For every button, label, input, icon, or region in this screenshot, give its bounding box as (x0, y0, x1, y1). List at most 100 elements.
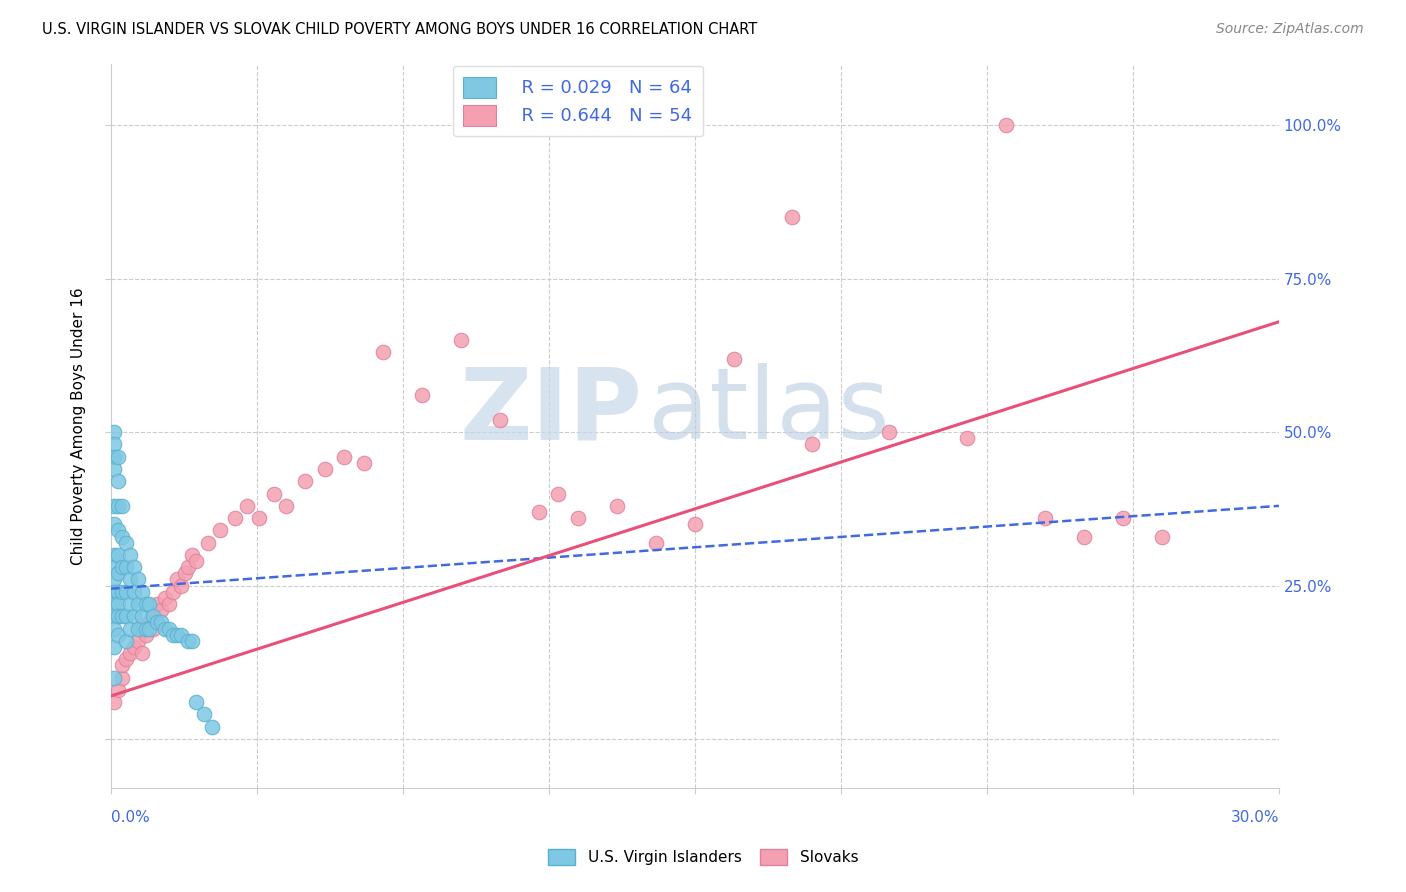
Point (107, 597, 129, 611)
Point (177, 633, 200, 648)
Point (274, 499, 297, 513)
Point (489, 413, 512, 427)
Point (107, 609, 129, 624)
Point (115, 633, 138, 648)
Point (236, 499, 259, 513)
Point (166, 573, 188, 587)
Point (115, 652, 138, 666)
Point (111, 658, 134, 673)
Point (115, 560, 138, 574)
Point (157, 622, 180, 636)
Point (127, 633, 149, 648)
Point (1073, 529, 1095, 543)
Point (181, 633, 204, 648)
Point (103, 640, 125, 654)
Point (527, 505, 550, 519)
Point (115, 609, 138, 624)
Point (111, 584, 134, 599)
Point (1112, 511, 1135, 525)
Point (127, 573, 149, 587)
Point (103, 695, 125, 709)
Point (103, 671, 125, 685)
Point (103, 462, 125, 476)
Point (111, 560, 134, 574)
Point (131, 622, 153, 636)
Point (186, 554, 208, 568)
Point (103, 560, 125, 574)
Y-axis label: Child Poverty Among Boys Under 16: Child Poverty Among Boys Under 16 (72, 287, 86, 565)
Point (162, 628, 184, 642)
Point (135, 622, 157, 636)
Point (107, 628, 129, 642)
Point (247, 511, 270, 525)
Point (111, 671, 134, 685)
Point (1152, 529, 1174, 543)
Point (142, 609, 165, 624)
Point (135, 597, 157, 611)
Point (153, 591, 176, 605)
Point (780, 211, 803, 225)
Point (314, 462, 336, 476)
Point (193, 707, 215, 722)
Point (201, 720, 224, 734)
Point (547, 486, 569, 500)
Point (118, 573, 141, 587)
Point (353, 456, 375, 470)
Point (150, 603, 173, 617)
Text: 30.0%: 30.0% (1230, 810, 1279, 824)
Point (107, 475, 129, 489)
Point (118, 597, 141, 611)
Point (111, 609, 134, 624)
Point (115, 584, 138, 599)
Point (107, 548, 129, 562)
Point (169, 628, 191, 642)
Legend: U.S. Virgin Islanders, Slovaks: U.S. Virgin Islanders, Slovaks (541, 843, 865, 871)
Point (142, 622, 165, 636)
Point (606, 499, 628, 513)
Point (683, 517, 706, 532)
Point (644, 535, 666, 549)
Point (294, 475, 316, 489)
Point (103, 609, 125, 624)
Point (122, 560, 145, 574)
Point (127, 597, 149, 611)
Point (107, 499, 129, 513)
Point (1033, 511, 1056, 525)
Point (208, 524, 231, 538)
Text: ZIP: ZIP (460, 363, 643, 460)
Point (567, 511, 589, 525)
Point (107, 524, 129, 538)
Text: U.S. VIRGIN ISLANDER VS SLOVAK CHILD POVERTY AMONG BOYS UNDER 16 CORRELATION CHA: U.S. VIRGIN ISLANDER VS SLOVAK CHILD POV… (42, 22, 758, 37)
Point (103, 584, 125, 599)
Point (107, 566, 129, 581)
Point (111, 499, 134, 513)
Point (138, 597, 160, 611)
Point (333, 450, 356, 464)
Point (879, 425, 901, 440)
Point (131, 609, 153, 624)
Point (103, 597, 125, 611)
Point (153, 622, 176, 636)
Point (115, 535, 138, 549)
Point (146, 615, 169, 630)
Point (122, 584, 145, 599)
Point (173, 566, 195, 581)
Point (263, 486, 285, 500)
Point (118, 646, 141, 660)
Text: Source: ZipAtlas.com: Source: ZipAtlas.com (1216, 22, 1364, 37)
Point (169, 579, 191, 593)
Point (162, 584, 184, 599)
Point (186, 695, 208, 709)
Point (995, 119, 1018, 133)
Point (118, 548, 141, 562)
Point (118, 622, 141, 636)
Point (146, 597, 169, 611)
Point (131, 646, 153, 660)
Point (142, 609, 165, 624)
Point (131, 584, 153, 599)
Point (122, 640, 145, 654)
Text: 0.0%: 0.0% (111, 810, 149, 824)
Point (800, 437, 823, 451)
Point (103, 622, 125, 636)
Point (135, 628, 157, 642)
